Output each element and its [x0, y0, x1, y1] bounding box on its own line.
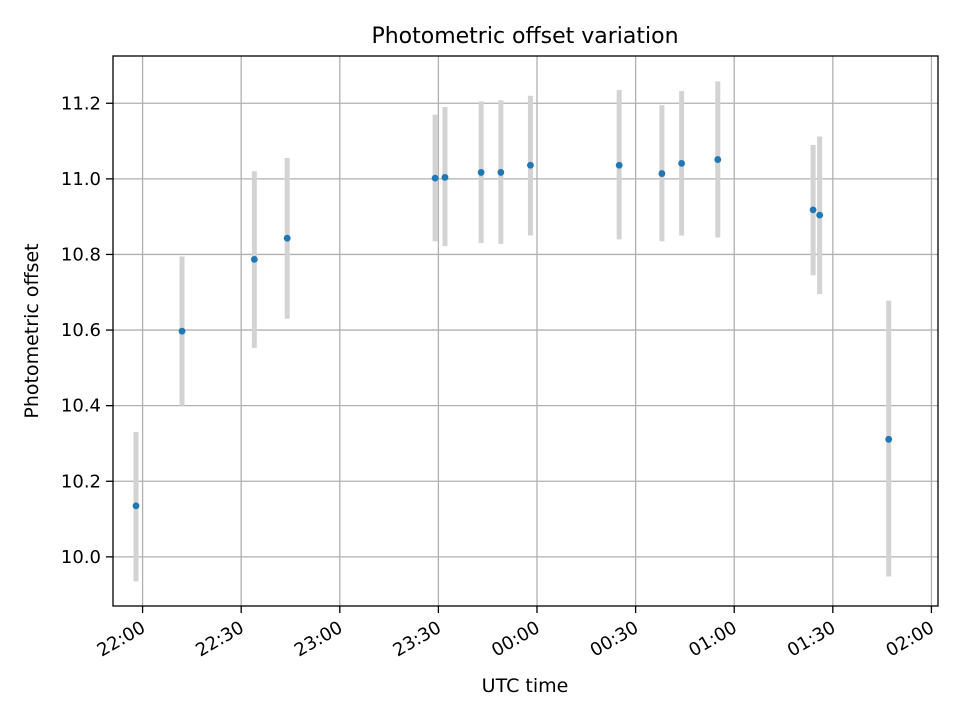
chart-title: Photometric offset variation	[371, 24, 678, 49]
data-point	[615, 161, 623, 169]
data-point	[809, 206, 817, 214]
data-point	[816, 211, 824, 219]
data-point	[250, 255, 258, 263]
y-tick-label: 10.8	[61, 244, 101, 265]
grid-layer	[113, 56, 938, 606]
data-point	[714, 156, 722, 163]
data-point	[678, 159, 686, 167]
data-point	[477, 169, 485, 176]
x-axis-label: UTC time	[482, 675, 569, 697]
y-tick-label: 10.2	[61, 471, 101, 492]
data-point	[431, 174, 439, 182]
data-point	[283, 234, 291, 242]
plot-frame	[112, 55, 939, 607]
data-point	[497, 169, 505, 176]
data-point	[441, 173, 449, 181]
y-tick-label: 11.0	[61, 169, 101, 190]
data-point	[527, 161, 534, 169]
data-point	[658, 170, 666, 177]
data-point	[885, 435, 893, 443]
y-axis-label: Photometric offset	[21, 243, 43, 418]
y-tick-label: 10.6	[61, 320, 101, 341]
data-point	[132, 502, 140, 510]
y-tick-label: 11.2	[61, 93, 101, 114]
y-tick-label: 10.0	[61, 547, 101, 568]
data-point	[178, 327, 186, 335]
point-layer	[132, 156, 893, 510]
y-tick-label: 10.4	[61, 396, 101, 417]
